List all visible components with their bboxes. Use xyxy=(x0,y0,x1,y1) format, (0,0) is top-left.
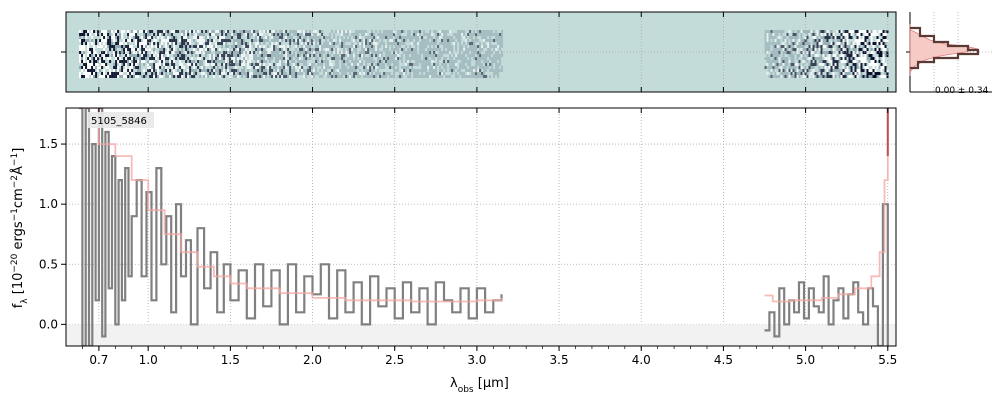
ytick-label-0: 0.0 xyxy=(39,317,58,331)
xtick-label-6: 3.5 xyxy=(550,353,569,367)
object-label-background xyxy=(88,112,154,128)
ytick-label-1: 0.5 xyxy=(39,257,58,271)
1d-spectrum-panel: 0.7 1.0 1.5 2.0 2.5 3.0 3.5 4.0 4.5 5.0 5.5 0.0 0.5 1… xyxy=(39,107,897,367)
xtick-label-4: 2.5 xyxy=(385,353,404,367)
xtick-label-1: 1.0 xyxy=(139,353,158,367)
ytick-label-3: 1.5 xyxy=(39,137,58,151)
xtick-label-3: 2.0 xyxy=(303,353,322,367)
x-axis-label: λobs [μm] xyxy=(450,376,509,395)
spectrum-2d-trace-1 xyxy=(764,30,889,78)
xtick-label-0: 0.7 xyxy=(89,353,108,367)
xtick-label-7: 4.0 xyxy=(632,353,651,367)
object-label: 5105_5846 xyxy=(91,116,147,127)
profile-annotation: 0.00 ± 0.34 xyxy=(935,86,989,96)
zero-band xyxy=(66,324,896,346)
xtick-label-8: 4.5 xyxy=(714,353,733,367)
ytick-label-2: 1.0 xyxy=(39,197,58,211)
xtick-label-2: 1.5 xyxy=(221,353,240,367)
spectrum-1d-frame xyxy=(65,107,897,347)
xtick-label-9: 5.0 xyxy=(796,353,815,367)
spatial-profile-panel xyxy=(906,12,992,93)
xtick-label-5: 3.0 xyxy=(467,353,486,367)
2d-spectrum-panel xyxy=(61,11,897,93)
xtick-label-10: 5.5 xyxy=(878,353,897,367)
series-model xyxy=(82,108,889,303)
spectrum-2d-trace-0 xyxy=(79,30,504,78)
profile-data-line xyxy=(910,26,980,70)
y-axis-label: fλ [10−20 ergs−1cm−2Å−1] xyxy=(10,148,30,309)
